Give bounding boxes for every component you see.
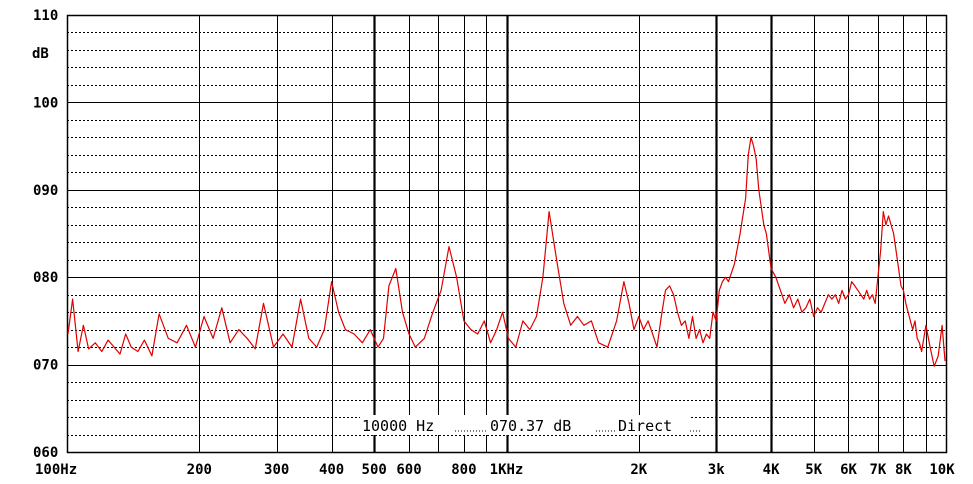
x-tick-label: 2K	[630, 462, 647, 478]
y-tick-label: 060	[33, 445, 58, 461]
series-line-0	[67, 136, 946, 367]
x-tick-label: 400	[319, 462, 344, 478]
grid-minor	[67, 32, 946, 436]
readout-level: 070.37 dB	[490, 417, 571, 435]
x-tick-label: 10K	[929, 462, 955, 478]
x-tick-label: 300	[264, 462, 289, 478]
plot-border	[66, 14, 948, 454]
x-tick-label: 100Hz	[35, 462, 77, 478]
x-axis-ticks: 100Hz 200 300 400 500 600 800 1KHz 2K 3k 4K 5K 6K 7K 8…	[35, 462, 955, 478]
readout-mode: Direct	[618, 417, 672, 435]
y-tick-label: 090	[33, 183, 58, 199]
x-tick-label: 800	[451, 462, 476, 478]
series-group	[67, 136, 946, 367]
y-tick-label: 110	[33, 8, 58, 24]
x-tick-label: 600	[396, 462, 421, 478]
x-tick-label: 5K	[805, 462, 822, 478]
x-tick-label: 3k	[708, 462, 725, 478]
x-tick-label: 4K	[763, 462, 780, 478]
y-tick-label: 100	[33, 95, 58, 111]
y-axis-unit-label: dB	[32, 46, 49, 62]
x-tick-label: 6K	[840, 462, 857, 478]
y-axis-ticks: 060 070 080 090 100 110	[33, 8, 58, 461]
x-tick-label: 7K	[869, 462, 886, 478]
x-tick-label: 8K	[895, 462, 912, 478]
readout-box: 10000 Hz 070.37 dB Direct	[360, 415, 700, 435]
grid-major	[67, 15, 947, 453]
x-tick-label: 200	[187, 462, 212, 478]
x-tick-label: 500	[362, 462, 387, 478]
x-tick-label: 1KHz	[490, 462, 524, 478]
plot-frame	[66, 14, 948, 454]
readout-frequency: 10000 Hz	[362, 417, 434, 435]
y-tick-label: 080	[33, 270, 58, 286]
y-tick-label: 070	[33, 358, 58, 374]
